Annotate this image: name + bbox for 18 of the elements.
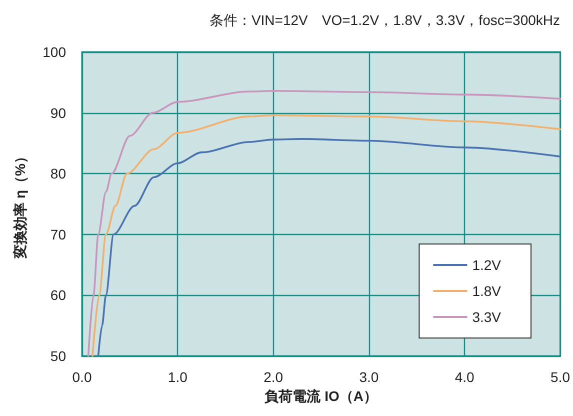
legend-label: 1.2V [472, 257, 502, 273]
x-axis-title: 負荷電流 IO（A） [264, 388, 378, 404]
y-tick-label: 60 [50, 287, 66, 304]
x-tick-label: 4.0 [454, 369, 475, 385]
legend-label: 3.3V [472, 309, 502, 325]
y-tick-label: 100 [42, 44, 66, 60]
y-tick-label: 90 [50, 104, 66, 121]
legend-label: 1.8V [472, 283, 502, 299]
y-tick-label: 50 [50, 348, 66, 364]
chart-title: 条件：VIN=12V VO=1.2V，1.8V，3.3V，fosc=300kHz [209, 12, 560, 28]
y-axis-title: 変換効率 η（%） [12, 150, 28, 260]
y-tick-label: 70 [50, 226, 66, 242]
x-tick-label: 5.0 [550, 369, 570, 385]
x-tick-label: 3.0 [359, 369, 379, 385]
x-tick-label: 2.0 [264, 369, 284, 385]
y-tick-label: 80 [50, 166, 66, 182]
x-tick-label: 0.0 [72, 369, 92, 385]
x-tick-label: 1.0 [168, 369, 188, 385]
